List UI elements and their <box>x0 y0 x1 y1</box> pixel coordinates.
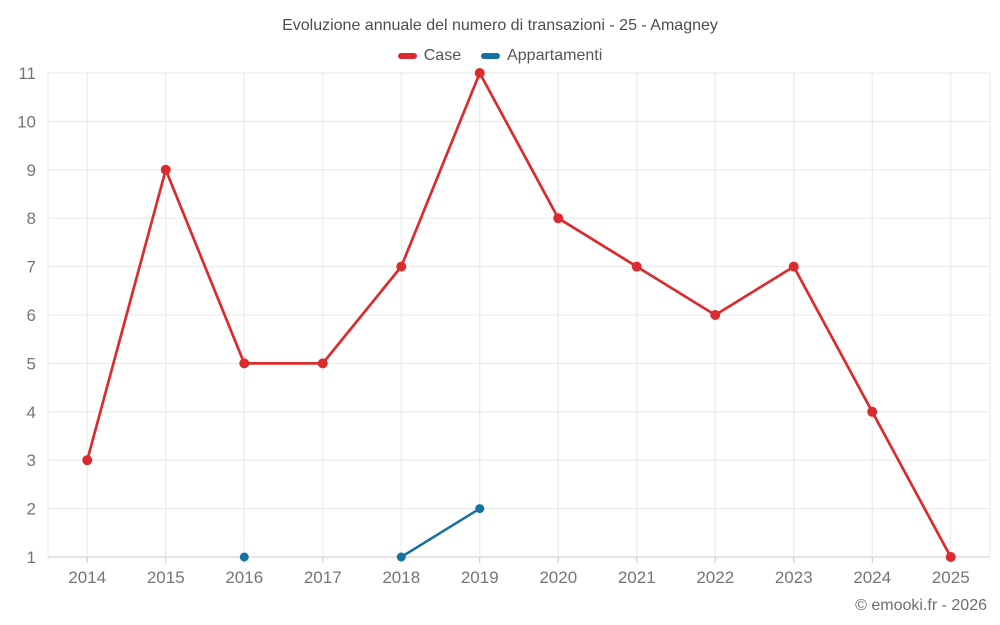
x-tick-label: 2024 <box>853 568 891 587</box>
x-tick-label: 2022 <box>696 568 734 587</box>
data-point-case-2023[interactable] <box>788 261 799 272</box>
y-tick-label: 8 <box>27 209 36 228</box>
data-point-case-2020[interactable] <box>553 213 564 224</box>
data-point-case-2016[interactable] <box>239 358 250 369</box>
legend-label-appartamenti: Appartamenti <box>507 47 603 64</box>
data-point-case-2021[interactable] <box>631 261 642 272</box>
y-tick-label: 1 <box>27 548 36 567</box>
legend-swatch-case <box>397 53 417 59</box>
x-tick-label: 2018 <box>382 568 420 587</box>
y-tick-label: 4 <box>27 403 36 422</box>
series-line-appartamenti <box>400 507 481 559</box>
y-tick-label: 9 <box>27 161 36 180</box>
x-tick-label: 2025 <box>932 568 970 587</box>
x-tick-label: 2021 <box>618 568 656 587</box>
x-tick-label: 2017 <box>304 568 342 587</box>
x-tick-label: 2020 <box>539 568 577 587</box>
series-line-case <box>85 71 953 559</box>
y-tick-label: 5 <box>27 354 36 373</box>
data-point-appartamenti-2016[interactable] <box>239 552 249 562</box>
y-tick-label: 6 <box>27 306 36 325</box>
data-point-case-2025[interactable] <box>945 552 956 562</box>
x-tick-label: 2016 <box>225 568 263 587</box>
y-tick-label: 11 <box>18 64 36 83</box>
legend: Case Appartamenti <box>0 47 1000 65</box>
y-tick-label: 3 <box>27 451 36 470</box>
data-point-appartamenti-2019[interactable] <box>475 504 485 514</box>
copyright-footer: © emooki.fr - 2026 <box>855 597 987 614</box>
data-point-case-2018[interactable] <box>396 261 407 272</box>
data-point-case-2015[interactable] <box>160 164 171 175</box>
legend-item-case[interactable]: Case <box>397 47 462 65</box>
y-tick-label: 7 <box>27 258 36 277</box>
legend-label-case: Case <box>423 47 462 64</box>
data-point-case-2022[interactable] <box>710 310 721 320</box>
legend-item-appartamenti[interactable]: Appartamenti <box>481 47 602 65</box>
x-tick-label: 2023 <box>775 568 813 587</box>
y-tick-label: 10 <box>17 112 36 131</box>
legend-swatch-appartamenti <box>481 53 501 59</box>
chart-title: Evoluzione annuale del numero di transaz… <box>282 17 718 34</box>
data-point-case-2019[interactable] <box>474 68 485 78</box>
x-tick-label: 2019 <box>461 568 499 587</box>
data-point-appartamenti-2018[interactable] <box>396 552 406 562</box>
data-point-case-2024[interactable] <box>867 406 878 417</box>
x-tick-label: 2015 <box>147 568 185 587</box>
y-tick-label: 2 <box>27 500 36 519</box>
data-point-case-2017[interactable] <box>317 358 328 369</box>
x-tick-label: 2014 <box>68 568 106 587</box>
data-point-case-2014[interactable] <box>82 455 93 466</box>
